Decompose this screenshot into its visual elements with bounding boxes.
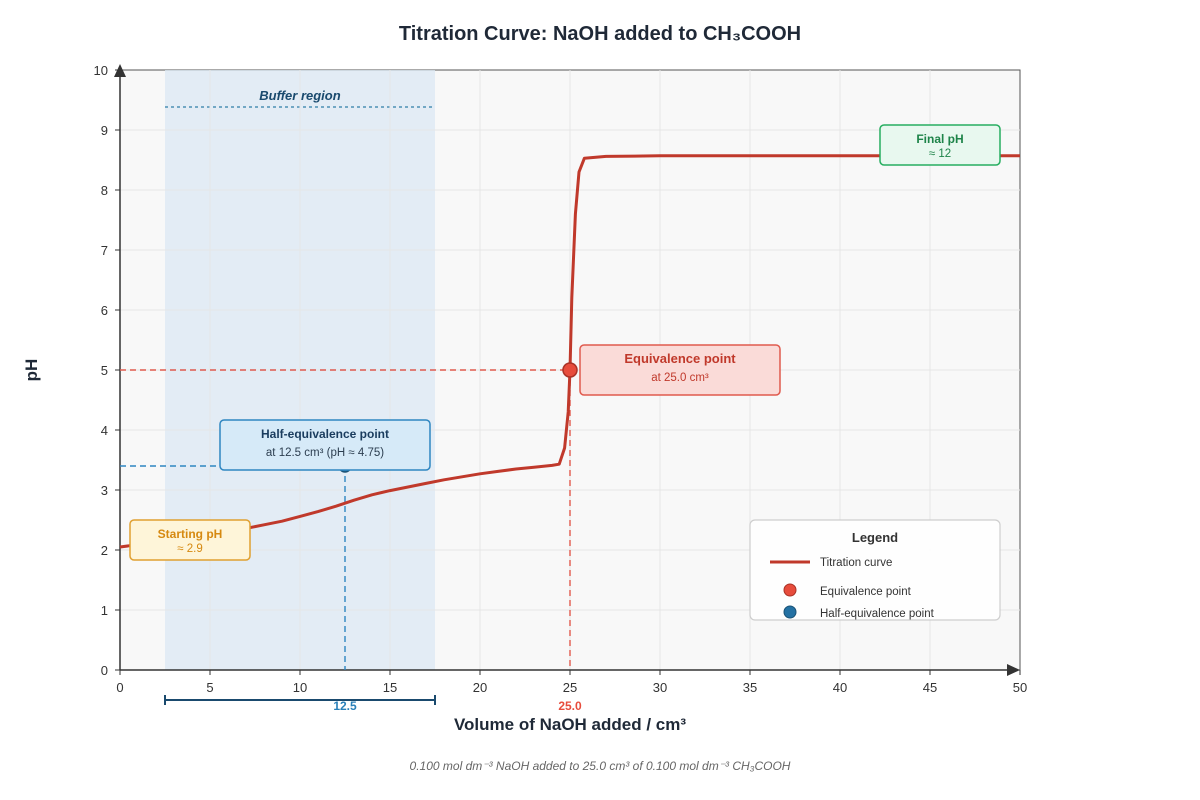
x-tick-label: 10	[293, 680, 307, 695]
starting-ph-callout: Starting pH ≈ 2.9	[129, 519, 251, 561]
final-ph-title: Final pH	[916, 132, 963, 146]
legend-title: Legend	[852, 530, 898, 545]
equivalence-subtitle: at 25.0 cm³	[651, 372, 709, 384]
y-tick-label: 8	[101, 183, 108, 198]
y-tick-label: 3	[101, 483, 108, 498]
x-tick-label: 50	[1013, 680, 1027, 695]
x-tick-label: 40	[833, 680, 847, 695]
y-tick-label: 1	[101, 603, 108, 618]
legend-half-equivalence-swatch	[783, 605, 797, 619]
legend-item-curve: Titration curve	[820, 557, 892, 569]
x-tick-label: 30	[653, 680, 667, 695]
x-axis-arrow	[1007, 664, 1020, 676]
y-tick-label: 7	[101, 243, 108, 258]
legend-item-half-equivalence: Half-equivalence point	[820, 608, 935, 620]
x-tick-label: 5	[206, 680, 213, 695]
chart-title: Titration Curve: NaOH added to CH₃COOH	[399, 23, 801, 45]
y-axis-arrow	[114, 64, 126, 77]
half-equivalence-volume-label: 12.5	[333, 699, 357, 713]
buffer-span-bar	[164, 695, 436, 705]
y-tick-label: 9	[101, 123, 108, 138]
x-tick-label: 35	[743, 680, 757, 695]
equivalence-volume-label: 25.0	[558, 699, 582, 713]
x-tick-label: 15	[383, 680, 397, 695]
y-axis-label: pH	[22, 359, 41, 382]
y-tick-label: 5	[101, 363, 108, 378]
final-ph-value: ≈ 12	[929, 148, 951, 160]
starting-ph-value: ≈ 2.9	[177, 543, 203, 555]
y-tick-label: 10	[94, 63, 108, 78]
x-tick-label: 25	[563, 680, 577, 695]
half-equivalence-callout: Half-equivalence point at 12.5 cm³ (pH ≈…	[219, 419, 431, 471]
legend: Legend Titration curve Equivalence point…	[749, 519, 1001, 621]
y-tick-label: 4	[101, 423, 108, 438]
footnote: 0.100 mol dm⁻³ NaOH added to 25.0 cm³ of…	[410, 759, 791, 773]
starting-ph-title: Starting pH	[158, 527, 223, 541]
legend-equivalence-swatch	[783, 583, 797, 597]
equivalence-callout: Equivalence point at 25.0 cm³	[579, 344, 781, 396]
x-axis-label: Volume of NaOH added / cm³	[454, 715, 686, 734]
equivalence-title: Equivalence point	[624, 351, 736, 366]
half-equivalence-subtitle: at 12.5 cm³ (pH ≈ 4.75)	[266, 447, 384, 459]
y-tick-label: 6	[101, 303, 108, 318]
x-tick-label: 20	[473, 680, 487, 695]
x-tick-label: 0	[116, 680, 123, 695]
final-ph-callout: Final pH ≈ 12	[879, 124, 1001, 166]
half-equivalence-title: Half-equivalence point	[261, 427, 389, 441]
legend-item-equivalence: Equivalence point	[820, 586, 912, 598]
y-tick-label: 2	[101, 543, 108, 558]
equivalence-point-marker	[562, 362, 578, 378]
x-tick-label: 45	[923, 680, 937, 695]
y-tick-label: 0	[101, 663, 108, 678]
